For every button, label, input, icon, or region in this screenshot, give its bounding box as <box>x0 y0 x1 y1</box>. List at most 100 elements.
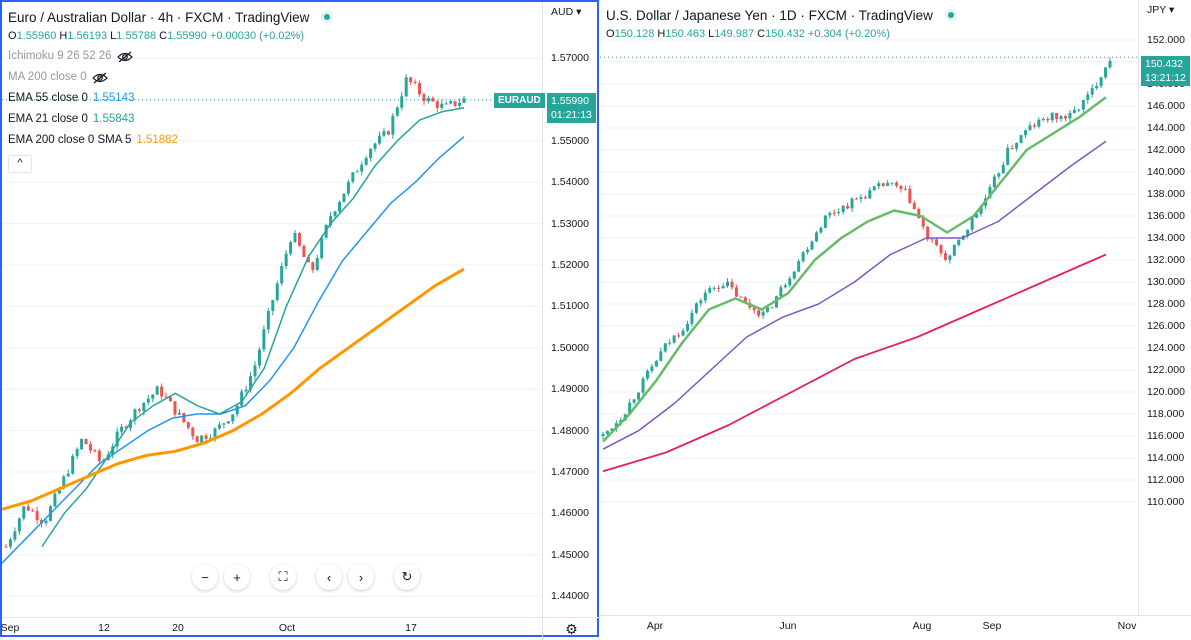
candle-body <box>1024 130 1027 136</box>
candle-body <box>351 172 355 182</box>
candle-body <box>717 287 721 289</box>
scroll-left-button[interactable]: ‹ <box>316 564 342 590</box>
candle-body <box>814 232 818 242</box>
candle-body <box>435 101 439 108</box>
indicator-value: 1.55143 <box>92 92 135 104</box>
candle-body <box>721 286 725 289</box>
candle-body <box>654 361 658 367</box>
candle-body <box>899 185 903 190</box>
low-label: L <box>708 28 715 40</box>
candle-body <box>231 414 235 422</box>
fullscreen-button[interactable]: ⛶ <box>270 564 296 590</box>
right-last-price-tag: 150.432 13:21:12 <box>1141 56 1190 86</box>
candle-body <box>449 101 453 104</box>
euraud-chart-canvas[interactable] <box>2 2 542 617</box>
candle-body <box>930 239 934 241</box>
right-legend: U.S. Dollar / Japanese Yen · 1D · FXCM ·… <box>606 6 957 44</box>
y-tick-label: 1.54000 <box>551 176 589 189</box>
low-value: 149.987 <box>714 28 755 40</box>
candle-body <box>35 511 39 521</box>
zoom-in-button[interactable]: + <box>224 564 250 590</box>
candle-body <box>4 546 8 548</box>
reset-chart-button[interactable]: ↻ <box>394 564 420 590</box>
left-symbol-title[interactable]: Euro / Australian Dollar · 4h · FXCM · T… <box>8 8 334 26</box>
candle-body <box>444 103 448 105</box>
hidden-eye-icon[interactable] <box>116 51 133 63</box>
candle-body <box>766 307 770 312</box>
candle-body <box>908 188 912 203</box>
candle-body <box>792 271 796 279</box>
open-label: O <box>606 28 615 40</box>
chart-navigation-bar: − + ⛶ ‹ › ↻ <box>192 564 420 590</box>
candle-body <box>222 423 226 425</box>
zoom-out-button[interactable]: − <box>192 564 218 590</box>
candle-body <box>200 435 204 443</box>
y-tick-label: 116.000 <box>1147 430 1185 442</box>
candle-body <box>1019 135 1023 143</box>
candle-body <box>1095 86 1099 89</box>
left-ohlc-values: O1.55960 H1.56193 L1.55788 C1.55990 +0.0… <box>8 26 333 46</box>
candle-body <box>71 455 75 474</box>
scroll-right-button[interactable]: › <box>348 564 374 590</box>
indicator-ema55[interactable]: EMA 55 close 0 1.55143 <box>8 88 333 109</box>
open-label: O <box>8 30 17 42</box>
candle-body <box>453 101 457 106</box>
close-value: 1.55990 <box>167 30 207 42</box>
high-value: 150.463 <box>665 28 706 40</box>
euraud-symbol-tag: EURAUD <box>494 93 545 108</box>
candle-body <box>137 409 141 411</box>
indicator-ma200[interactable]: MA 200 close 0 <box>8 67 333 88</box>
candle-body <box>819 227 823 233</box>
indicator-ema200[interactable]: EMA 200 close 0 SMA 5 1.51882 <box>8 130 333 151</box>
right-time-axis[interactable]: Apr Jun Aug Sep Nov <box>600 615 1191 638</box>
candle-body <box>1055 112 1059 119</box>
left-currency-label[interactable]: AUD ▾ <box>551 6 582 18</box>
left-price-axis[interactable]: AUD ▾ 1.570001.560001.550001.540001.5300… <box>542 2 600 617</box>
indicator-ema21[interactable]: EMA 21 close 0 1.55843 <box>8 109 333 130</box>
candle-body <box>97 450 101 462</box>
ma-line-1 <box>41 106 465 547</box>
candle-body <box>88 444 92 451</box>
candle-body <box>177 412 181 415</box>
candle-body <box>806 249 810 253</box>
left-time-axis[interactable]: Sep 12 20 Oct 17 <box>1 617 542 640</box>
y-tick-label: 146.000 <box>1147 100 1185 112</box>
candle-body <box>289 242 293 254</box>
right-symbol-title[interactable]: U.S. Dollar / Japanese Yen · 1D · FXCM ·… <box>606 6 957 24</box>
collapse-legend-button[interactable]: ^ <box>8 155 32 173</box>
candle-body <box>373 143 377 149</box>
chart-settings-gear-icon[interactable]: ⚙ <box>542 617 600 640</box>
candle-body <box>391 115 395 135</box>
candle-body <box>650 366 654 371</box>
usdjpy-chart-canvas[interactable] <box>600 0 1138 615</box>
y-tick-label: 112.000 <box>1147 474 1185 486</box>
indicator-ichimoku[interactable]: Ichimoku 9 26 52 26 <box>8 46 333 67</box>
right-chart-pane[interactable]: U.S. Dollar / Japanese Yen · 1D · FXCM ·… <box>600 0 1191 637</box>
candle-body <box>431 98 435 102</box>
candle-body <box>730 281 734 288</box>
candle-body <box>601 433 605 436</box>
candle-body <box>75 449 79 456</box>
y-tick-label: 128.000 <box>1147 298 1185 310</box>
y-tick-label: 114.000 <box>1147 452 1185 464</box>
change-value: +0.304 (+0.20%) <box>807 28 890 40</box>
candle-body <box>850 198 854 209</box>
candle-body <box>677 335 681 337</box>
close-value: 150.432 <box>765 28 805 40</box>
y-tick-label: 1.48000 <box>551 424 589 437</box>
y-tick-label: 1.52000 <box>551 259 589 271</box>
right-currency-label[interactable]: JPY ▾ <box>1147 4 1175 16</box>
left-chart-pane[interactable]: Euro / Australian Dollar · 4h · FXCM · T… <box>0 0 600 640</box>
indicator-value: 1.55843 <box>92 113 135 125</box>
candle-body <box>418 83 422 95</box>
candle-body <box>191 427 195 437</box>
candle-body <box>917 209 921 219</box>
hidden-eye-icon[interactable] <box>91 72 108 84</box>
right-price-axis[interactable]: JPY ▾ 152.000150.000148.000146.000144.00… <box>1138 0 1191 615</box>
candle-body <box>440 103 444 108</box>
ma-line-1 <box>602 140 1107 450</box>
candle-body <box>1059 116 1063 119</box>
candle-body <box>637 392 641 400</box>
candle-body <box>422 94 426 102</box>
candle-body <box>886 182 890 186</box>
